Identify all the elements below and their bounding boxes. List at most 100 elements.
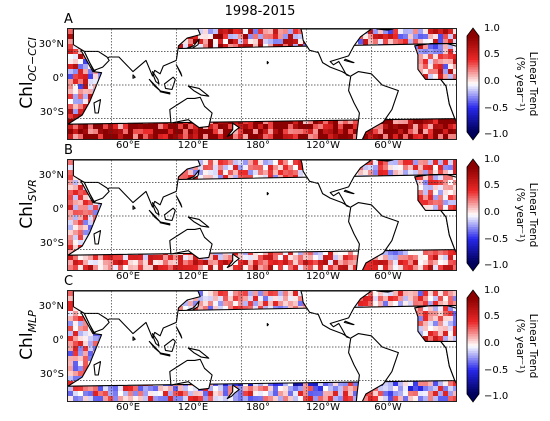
coastline — [159, 352, 171, 357]
graticule — [68, 29, 456, 139]
coastline — [266, 60, 269, 65]
colorbar-tick: −0.5 — [484, 234, 509, 245]
colorbar-tick: 0.5 — [484, 180, 500, 191]
lon-tick: 60°W — [374, 140, 402, 151]
colorbar-label: Linear Trend (% year⁻¹) — [514, 51, 539, 117]
lon-tick: 60°E — [115, 271, 141, 282]
coastline — [440, 305, 456, 384]
colorbar-tick: 0.5 — [484, 311, 500, 322]
coastline — [151, 333, 160, 347]
coastline — [163, 207, 176, 222]
colorbar-extend-max — [467, 159, 479, 167]
colorbar-gradient — [466, 289, 480, 403]
coastline — [343, 189, 355, 195]
colorbar-extend-min — [467, 132, 479, 140]
coastline — [348, 202, 399, 270]
colorbar-tick: 0.0 — [484, 76, 500, 87]
coastline — [266, 191, 269, 196]
coastline — [348, 333, 399, 401]
coastline — [132, 336, 136, 341]
lon-tick: 120°W — [306, 140, 340, 151]
colorbar-tick: −1.0 — [484, 260, 509, 271]
coastline — [226, 384, 240, 400]
colorbar — [466, 158, 480, 272]
panel-c: C ChlMLP 30°N 0° 30°S 1.0 0.5 0.0 −0.5 −… — [0, 274, 550, 413]
colorbar-tick: 1.0 — [484, 23, 500, 34]
colorbar-tick: −1.0 — [484, 391, 509, 402]
map-canvas — [68, 291, 456, 401]
coastline — [226, 253, 240, 269]
coastline — [93, 230, 102, 245]
coastline — [226, 122, 240, 138]
lon-tick: 180° — [245, 402, 271, 413]
coastline — [175, 64, 183, 77]
coastline — [186, 38, 200, 49]
coastline — [93, 361, 102, 376]
coastline — [151, 71, 160, 85]
lon-tick: 120°E — [177, 271, 209, 282]
coastline — [186, 300, 200, 311]
coastline — [440, 43, 456, 122]
panel-letter: B — [64, 143, 73, 158]
land-masses — [68, 291, 456, 401]
lat-tick: 0° — [52, 335, 64, 346]
coastline — [159, 90, 171, 95]
lon-tick: 120°E — [177, 402, 209, 413]
coastline — [186, 169, 200, 180]
map-canvas — [68, 29, 456, 139]
lat-tick: 30°N — [38, 301, 64, 312]
coastline — [163, 338, 176, 353]
coastline — [175, 326, 183, 339]
coastline — [376, 291, 394, 293]
lon-tick: 120°W — [306, 402, 340, 413]
coastline — [343, 58, 355, 64]
land-masses — [68, 160, 456, 270]
coastline — [300, 29, 372, 77]
coastline — [187, 85, 210, 97]
coastline — [187, 347, 210, 359]
lat-tick: 0° — [52, 204, 64, 215]
panel-letter: C — [64, 274, 74, 289]
lon-tick: 60°W — [374, 402, 402, 413]
coastline — [151, 202, 160, 216]
lon-tick: 120°E — [177, 140, 209, 151]
lon-tick: 180° — [245, 140, 271, 151]
coastline — [376, 160, 394, 162]
coastline — [440, 174, 456, 253]
colorbar-label: Linear Trend (% year⁻¹) — [514, 313, 539, 379]
panel-a: A ChlOC−CCI 30°N 0° 30°S 1.0 0.5 0.0 −0.… — [0, 12, 550, 151]
trend-map — [67, 159, 457, 271]
coastline — [169, 96, 213, 129]
colorbar-tick: 0.0 — [484, 338, 500, 349]
lon-tick: 120°W — [306, 271, 340, 282]
colorbar-label: Linear Trend (% year⁻¹) — [514, 182, 539, 248]
colorbar-tick: 0.0 — [484, 207, 500, 218]
coastline — [93, 99, 102, 114]
coastline — [300, 291, 372, 339]
colorbar-extend-min — [467, 394, 479, 402]
colorbar-extend-max — [467, 28, 479, 36]
lat-tick: 30°S — [39, 238, 64, 249]
lon-tick: 60°E — [115, 402, 141, 413]
coastline — [83, 50, 110, 71]
coastline — [163, 76, 176, 91]
colorbar-extend-max — [467, 290, 479, 298]
coastline — [300, 160, 372, 208]
trend-map — [67, 28, 457, 140]
panel-letter: A — [64, 12, 73, 27]
colorbar-tick: −1.0 — [484, 129, 509, 140]
coastline — [132, 205, 136, 210]
lon-tick: 60°W — [374, 271, 402, 282]
lat-tick: 30°S — [39, 369, 64, 380]
coastline — [132, 74, 136, 79]
colorbar-tick: −0.5 — [484, 103, 509, 114]
coastline — [159, 221, 171, 226]
coastline — [169, 227, 213, 260]
lat-tick: 0° — [52, 73, 64, 84]
panel-b: B ChlSVR 30°N 0° 30°S 1.0 0.5 0.0 −0.5 −… — [0, 143, 550, 282]
map-canvas — [68, 160, 456, 270]
coastline — [83, 312, 110, 333]
coastline — [343, 320, 355, 326]
graticule — [68, 160, 456, 270]
colorbar-gradient — [466, 158, 480, 272]
